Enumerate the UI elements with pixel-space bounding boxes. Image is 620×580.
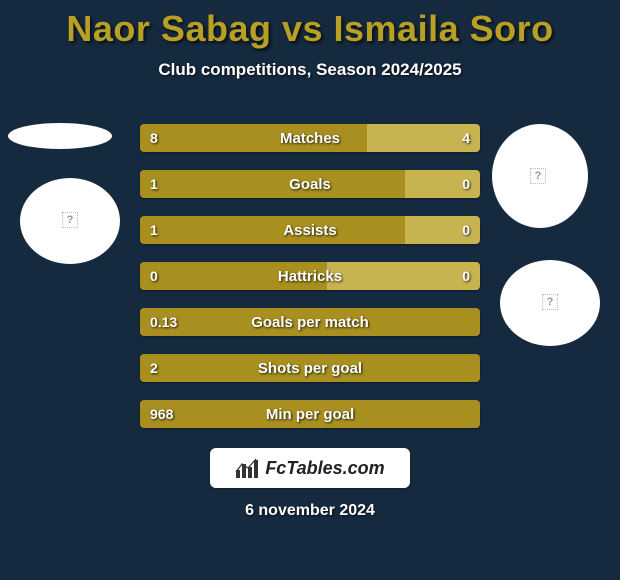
stat-bars: Matches84 Goals10 Assists10 Hattricks00 Goal… (140, 124, 480, 446)
stat-bar-row: Assists10 (140, 216, 480, 244)
bars-icon (235, 458, 259, 478)
stat-bar-left-segment (140, 308, 480, 336)
stat-bar-left-segment (140, 354, 480, 382)
stat-bar-left-segment (140, 124, 367, 152)
decor-ellipse-top-left (8, 123, 112, 149)
footer-date: 6 november 2024 (0, 502, 620, 520)
question-icon: ? (542, 294, 558, 310)
stat-bar-row: Goals per match0.13 (140, 308, 480, 336)
fctables-logo: FcTables.com (210, 448, 410, 488)
question-icon: ? (530, 168, 546, 184)
stat-bar-row: Shots per goal2 (140, 354, 480, 382)
stat-bar-right-segment (405, 216, 480, 244)
infographic-root: Naor Sabag vs Ismaila Soro Club competit… (0, 0, 620, 580)
stat-bar-row: Hattricks00 (140, 262, 480, 290)
question-icon: ? (62, 212, 78, 228)
logo-text: FcTables.com (265, 458, 384, 479)
stat-bar-right-segment (405, 170, 480, 198)
stat-bar-left-segment (140, 170, 405, 198)
stat-bar-left-segment (140, 400, 480, 428)
stat-bar-row: Matches84 (140, 124, 480, 152)
page-subtitle: Club competitions, Season 2024/2025 (0, 60, 620, 80)
stat-bar-row: Goals10 (140, 170, 480, 198)
stat-bar-left-segment (140, 216, 405, 244)
page-title: Naor Sabag vs Ismaila Soro (0, 0, 620, 50)
stat-bar-row: Min per goal968 (140, 400, 480, 428)
stat-bar-left-segment (140, 262, 327, 290)
stat-bar-right-segment (367, 124, 480, 152)
stat-bar-right-segment (327, 262, 480, 290)
